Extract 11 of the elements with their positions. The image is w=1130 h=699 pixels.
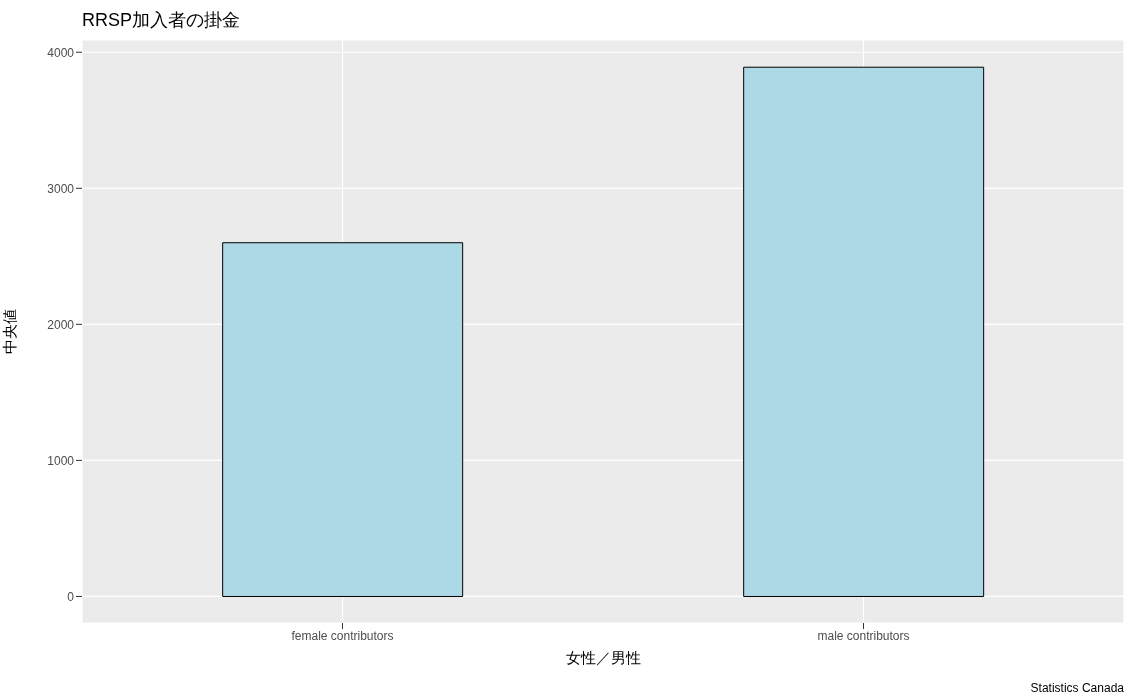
- text: Statistics Canada: [1030, 681, 1124, 695]
- y-axis-title: 中央値: [1, 309, 19, 354]
- x-axis-title: 女性／男性: [565, 649, 641, 666]
- y-tick-label: 0: [67, 589, 75, 604]
- x-tick-label: male contributors: [817, 628, 910, 643]
- y-tick-label: 1000: [47, 453, 75, 468]
- chart-title: RRSP加入者の掛金: [82, 9, 241, 32]
- y-tick-label: 4000: [47, 45, 75, 60]
- y-tick-label: 3000: [47, 181, 75, 196]
- x-tick-label: female contributors: [291, 628, 394, 643]
- y-tick-label: 2000: [47, 317, 75, 332]
